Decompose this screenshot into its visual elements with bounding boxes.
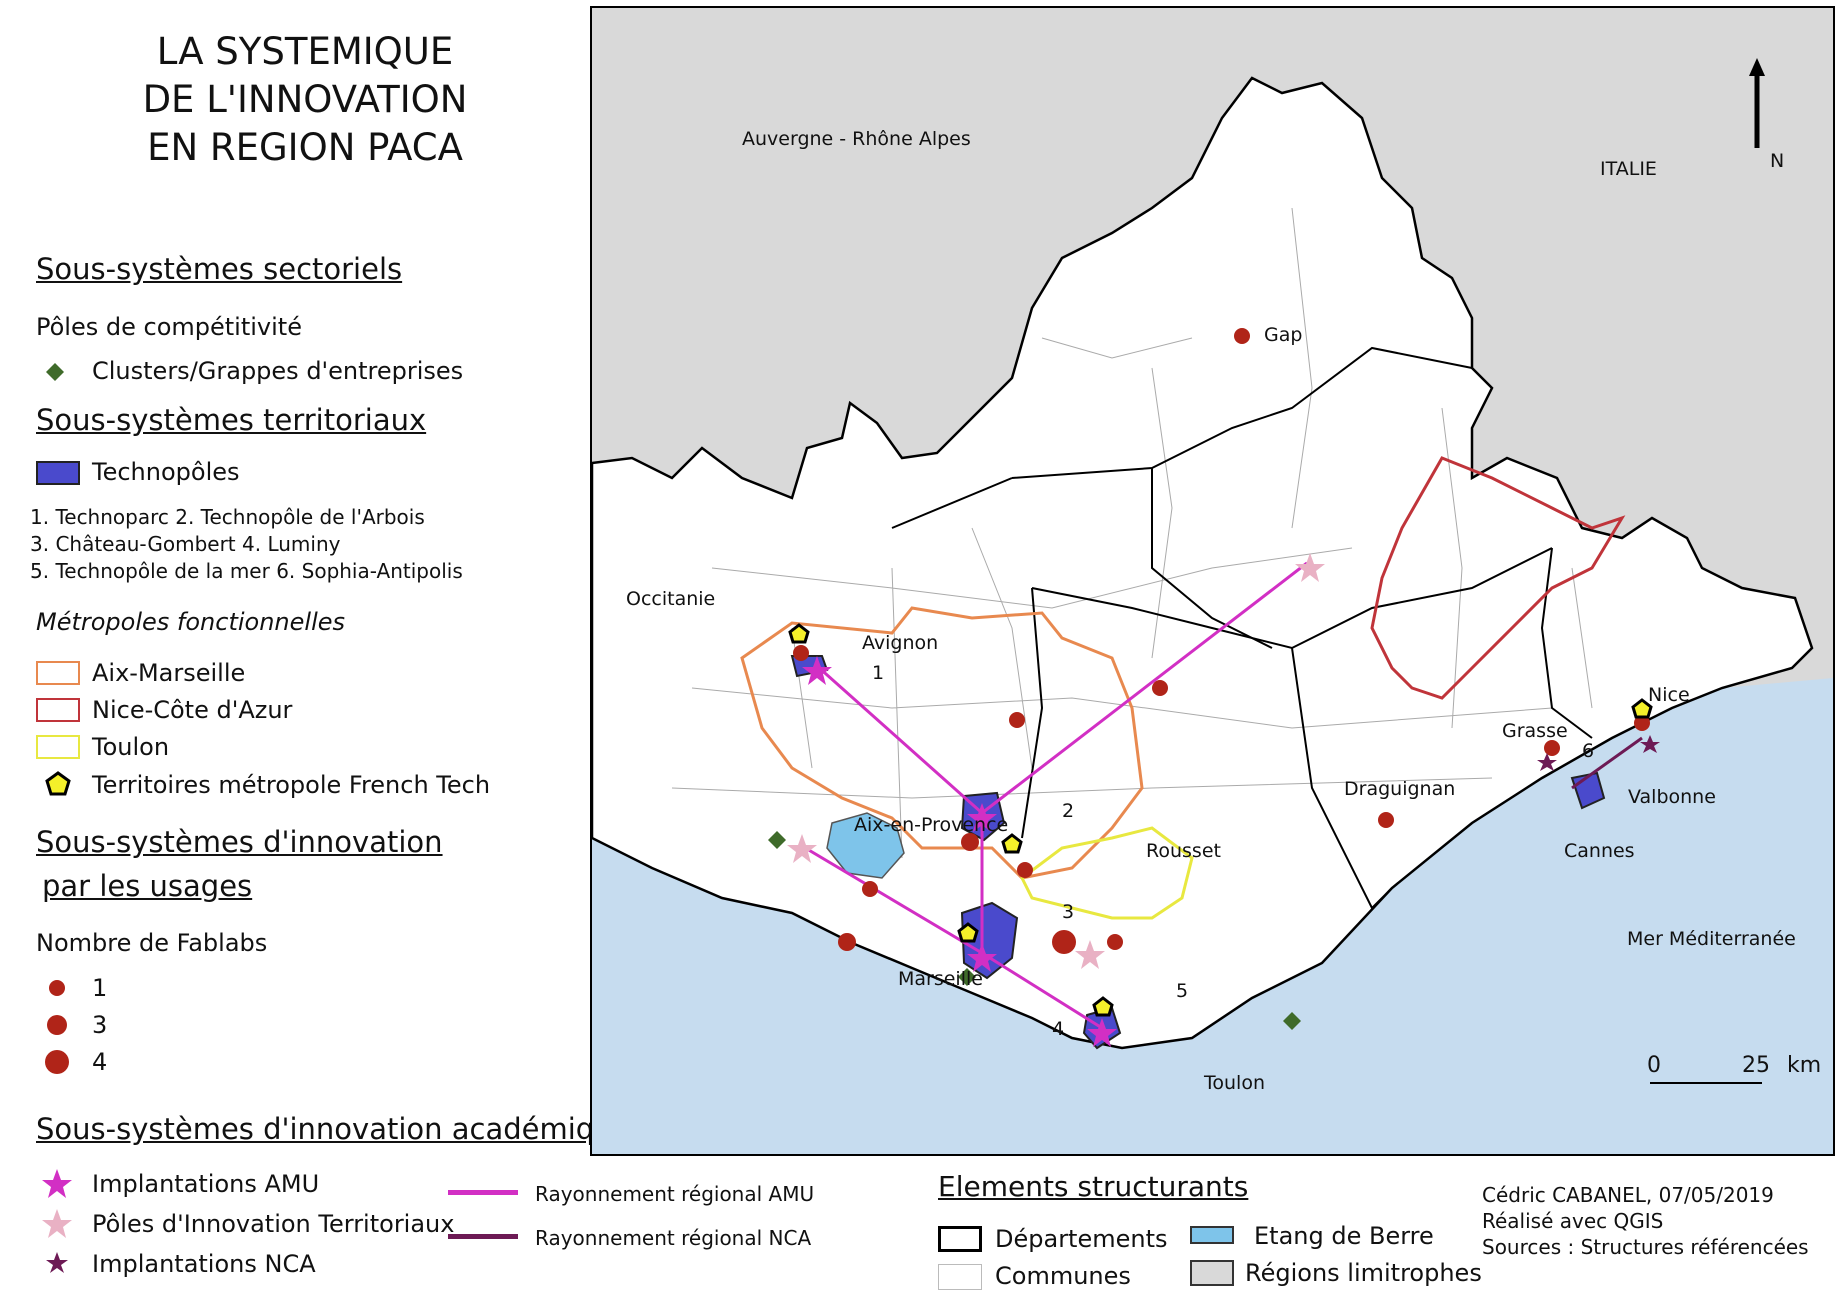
pit-star-icon [42, 1209, 72, 1238]
map-title: LA SYSTEMIQUE DE L'INNOVATION EN REGION … [120, 28, 490, 172]
french-tech [788, 623, 1653, 1017]
legend-fablabs-label: Nombre de Fablabs [36, 929, 268, 957]
legend-nca: Implantations NCA [92, 1250, 316, 1278]
departements-swatch [938, 1226, 982, 1252]
label-aix: Aix-en-Provence [854, 814, 1009, 836]
credit-sources: Sources : Structures référencées [1482, 1235, 1809, 1259]
scale-end: 25 [1742, 1053, 1770, 1078]
technopoles-list-3: 5. Technopôle de la mer 6. Sophia-Antipo… [30, 559, 463, 583]
credit-author: Cédric CABANEL, 07/05/2019 [1482, 1183, 1774, 1207]
legend-heading-metropoles: Métropoles fonctionnelles [36, 608, 346, 636]
legend-heading-usages-2: par les usages [42, 869, 253, 903]
fablabs [793, 328, 1650, 954]
rayonnement-nca-line [448, 1234, 518, 1239]
title-line-2: DE L'INNOVATION [142, 78, 468, 121]
nice-outline [1370, 456, 1626, 700]
paca-region [590, 76, 1814, 1050]
legend-rayonnement-nca: Rayonnement régional NCA [535, 1226, 812, 1250]
etang-swatch [1190, 1226, 1234, 1244]
fablab-value-1: 1 [92, 974, 108, 1002]
fablab-value-4: 4 [92, 1048, 108, 1076]
legend-pit: Pôles d'Innovation Territoriaux [92, 1210, 455, 1238]
technopoles-list-2: 3. Château-Gombert 4. Luminy [30, 532, 341, 556]
metropole-toulon: Toulon [92, 733, 170, 761]
metropole-aix-marseille: Aix-Marseille [92, 659, 246, 687]
legend-clusters-label: Clusters/Grappes d'entreprises [92, 357, 464, 385]
legend-poles-label: Pôles de compétitivité [36, 313, 302, 341]
scale-zero: 0 [1647, 1053, 1661, 1078]
label-valbonne: Valbonne [1628, 786, 1716, 808]
aix-marseille-outline [740, 606, 1144, 880]
label-nice: Nice [1648, 684, 1690, 706]
legend-rayonnement-amu: Rayonnement régional AMU [535, 1182, 815, 1206]
technopoles-list-1: 1. Technoparc 2. Technopôle de l'Arbois [30, 505, 425, 529]
legend-heading-usages-1: Sous-systèmes d'innovation [36, 825, 443, 859]
credit-tool: Réalisé avec QGIS [1482, 1209, 1664, 1233]
scale-unit: km [1787, 1053, 1822, 1078]
nca-star-icon [46, 1252, 68, 1273]
technopole-num-5: 5 [1176, 980, 1189, 1002]
nice-swatch [36, 698, 80, 722]
technopole-num-1: 1 [872, 662, 885, 684]
aix-marseille-swatch [36, 661, 80, 685]
legend-french-tech: Territoires métropole French Tech [92, 771, 491, 799]
legend-departements: Départements [995, 1225, 1168, 1253]
french-tech-pentagon-icon [45, 771, 71, 796]
label-marseille: Marseille [898, 968, 983, 990]
legend-regions: Régions limitrophes [1245, 1259, 1482, 1287]
sea [592, 678, 1833, 1154]
map-frame[interactable]: Auvergne - Rhône Alpes ITALIE Occitanie … [590, 6, 1835, 1156]
toulon-swatch [36, 735, 80, 759]
metropole-nice: Nice-Côte d'Azur [92, 696, 293, 724]
legend-etang: Etang de Berre [1254, 1222, 1434, 1250]
fablab-4-icon [45, 1050, 69, 1074]
label-auvergne: Auvergne - Rhône Alpes [742, 128, 971, 150]
technopole-num-6: 6 [1582, 740, 1595, 762]
technopole-num-4: 4 [1052, 1018, 1065, 1040]
communes-grid [671, 207, 1593, 859]
rayonnement-nca [1571, 736, 1643, 790]
legend-heading-academique: Sous-systèmes d'innovation académique [36, 1112, 631, 1146]
label-mer: Mer Méditerranée [1627, 928, 1796, 950]
technopole-num-2: 2 [1062, 800, 1075, 822]
legend-heading-territoriaux: Sous-systèmes territoriaux [36, 403, 427, 437]
map-canvas [590, 8, 1833, 1154]
label-gap: Gap [1264, 324, 1303, 346]
technopole-num-3: 3 [1062, 901, 1075, 923]
fablab-1-icon [49, 980, 65, 996]
label-italie: ITALIE [1600, 158, 1657, 180]
nca-stars [1537, 735, 1660, 771]
departement-borders [891, 346, 1593, 910]
technopole-swatch [36, 461, 80, 485]
rayonnement-amu-line [448, 1190, 518, 1195]
amu-stars [802, 656, 1117, 1047]
legend-communes: Communes [995, 1262, 1131, 1290]
title-line-3: EN REGION PACA [147, 126, 463, 169]
regions-swatch [1190, 1260, 1234, 1286]
etang-de-berre [826, 812, 905, 879]
legend-heading-elements: Elements structurants [938, 1170, 1249, 1203]
legend-technopoles-label: Technopôles [92, 458, 240, 486]
amu-star-icon [42, 1169, 72, 1198]
north-arrow [1749, 58, 1765, 148]
clusters [768, 831, 1301, 1030]
pit-stars [787, 553, 1325, 969]
label-rousset: Rousset [1146, 840, 1221, 862]
north-label: N [1770, 150, 1785, 172]
label-draguignan: Draguignan [1344, 778, 1456, 800]
cluster-diamond-icon [46, 363, 64, 381]
fablab-value-3: 3 [92, 1011, 108, 1039]
communes-swatch [938, 1264, 982, 1290]
rayonnement-amu [801, 561, 1308, 1030]
label-grasse: Grasse [1502, 720, 1568, 742]
title-line-1: LA SYSTEMIQUE [156, 30, 454, 73]
label-avignon: Avignon [862, 632, 939, 654]
legend-heading-sectoriels: Sous-systèmes sectoriels [36, 252, 403, 286]
fablab-3-icon [47, 1015, 67, 1035]
toulon-outline [1020, 826, 1194, 920]
label-occitanie: Occitanie [626, 588, 716, 610]
label-cannes: Cannes [1564, 840, 1635, 862]
label-toulon: Toulon [1204, 1072, 1265, 1094]
legend-amu: Implantations AMU [92, 1170, 320, 1198]
